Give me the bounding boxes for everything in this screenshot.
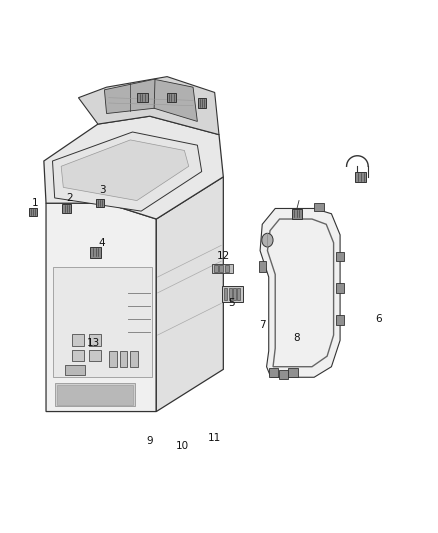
Bar: [224, 288, 227, 300]
Bar: [90, 247, 101, 257]
Text: 4: 4: [99, 238, 106, 248]
Bar: [131, 351, 138, 367]
Text: 7: 7: [259, 319, 265, 329]
Text: 1: 1: [32, 198, 39, 208]
Text: 5: 5: [229, 298, 235, 309]
Bar: [225, 265, 229, 272]
Bar: [89, 350, 101, 361]
Text: 13: 13: [87, 338, 100, 348]
Bar: [55, 383, 134, 406]
Bar: [212, 264, 233, 273]
Bar: [355, 172, 366, 182]
Bar: [57, 385, 133, 405]
Bar: [72, 350, 84, 361]
Text: 2: 2: [67, 193, 73, 203]
Polygon shape: [104, 79, 198, 122]
Text: 11: 11: [208, 433, 221, 443]
Polygon shape: [46, 203, 156, 411]
Bar: [229, 288, 232, 300]
Bar: [63, 204, 71, 213]
Bar: [137, 93, 148, 102]
Bar: [29, 208, 37, 216]
Text: 8: 8: [293, 333, 300, 343]
Polygon shape: [61, 140, 189, 200]
Polygon shape: [260, 208, 340, 377]
Text: 10: 10: [176, 441, 189, 451]
Bar: [233, 288, 236, 300]
Text: 9: 9: [146, 435, 153, 446]
Bar: [223, 286, 243, 302]
Bar: [109, 351, 117, 367]
Bar: [279, 370, 288, 379]
Bar: [237, 288, 240, 300]
Bar: [269, 368, 278, 377]
Bar: [259, 261, 266, 272]
Bar: [336, 284, 343, 293]
Text: 6: 6: [376, 314, 382, 324]
Bar: [72, 334, 84, 345]
Bar: [288, 368, 298, 377]
Bar: [219, 265, 223, 272]
Bar: [120, 351, 127, 367]
Circle shape: [262, 233, 273, 247]
Polygon shape: [53, 132, 202, 211]
Bar: [66, 365, 85, 375]
Bar: [314, 203, 324, 211]
Polygon shape: [78, 77, 219, 135]
Bar: [198, 98, 205, 108]
Text: 12: 12: [217, 251, 230, 261]
Bar: [336, 252, 343, 261]
Bar: [214, 265, 218, 272]
Bar: [336, 315, 343, 325]
Polygon shape: [156, 177, 223, 411]
Bar: [96, 199, 104, 207]
Bar: [292, 209, 302, 219]
Polygon shape: [53, 266, 152, 377]
Bar: [89, 334, 101, 345]
Bar: [167, 93, 176, 102]
Polygon shape: [44, 116, 223, 219]
Text: 3: 3: [99, 185, 106, 195]
